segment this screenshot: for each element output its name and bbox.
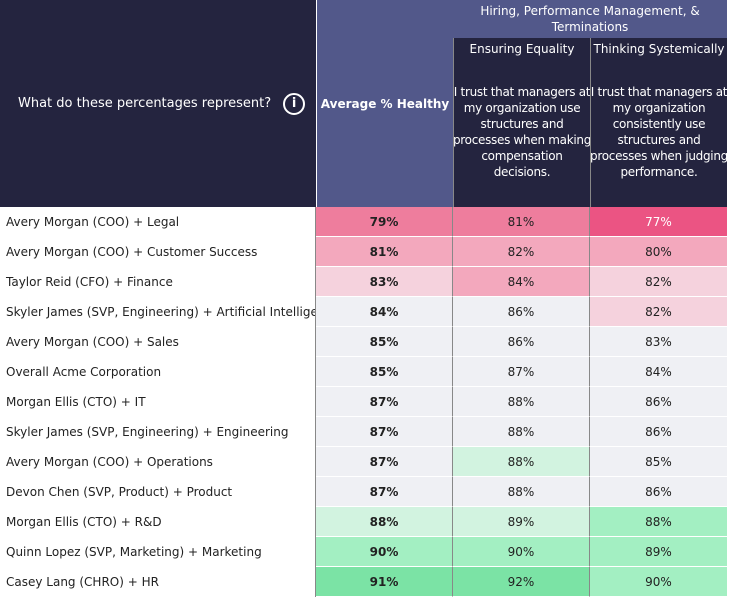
column-description-line: I trust that managers at	[453, 85, 591, 99]
column-description-line: compensation	[481, 149, 563, 163]
average-healthy-header[interactable]: Average % Healthy	[317, 0, 453, 207]
row-label[interactable]: Overall Acme Corporation	[0, 357, 316, 387]
percent-cell[interactable]: 90%	[590, 567, 727, 597]
table-body: Avery Morgan (COO) + Legal 79% 81% 77% Avery…	[0, 207, 730, 597]
group-header: Hiring, Performance Management, & Termin…	[453, 0, 727, 38]
percent-cell[interactable]: 86%	[590, 477, 727, 507]
percent-cell[interactable]: 77%	[590, 207, 727, 237]
column-description-line: processes when judging	[590, 149, 728, 163]
column-title: Thinking Systemically	[593, 42, 725, 56]
row-label[interactable]: Devon Chen (SVP, Product) + Product	[0, 477, 316, 507]
percent-cell[interactable]: 91%	[316, 567, 453, 597]
row-label[interactable]: Avery Morgan (COO) + Customer Success	[0, 237, 316, 267]
percent-cell[interactable]: 90%	[316, 537, 453, 567]
row-label[interactable]: Morgan Ellis (CTO) + IT	[0, 387, 316, 417]
percent-cell[interactable]: 84%	[453, 267, 590, 297]
percent-cell[interactable]: 86%	[453, 327, 590, 357]
column-description-line: consistently use	[612, 117, 706, 131]
percent-cell[interactable]: 81%	[453, 207, 590, 237]
table-row: Skyler James (SVP, Engineering) + Artifi…	[0, 297, 730, 327]
percent-cell[interactable]: 79%	[316, 207, 453, 237]
row-label[interactable]: Avery Morgan (COO) + Operations	[0, 447, 316, 477]
table-row: Casey Lang (CHRO) + HR 91% 92% 90%	[0, 567, 730, 597]
table-row: Skyler James (SVP, Engineering) + Engine…	[0, 417, 730, 447]
percent-cell[interactable]: 80%	[590, 237, 727, 267]
row-label[interactable]: Taylor Reid (CFO) + Finance	[0, 267, 316, 297]
column-description-line: I trust that managers at	[590, 85, 728, 99]
question-header: What do these percentages represent? i	[0, 0, 316, 207]
percent-cell[interactable]: 90%	[453, 537, 590, 567]
column-title: Ensuring Equality	[469, 42, 575, 56]
row-label[interactable]: Skyler James (SVP, Engineering) + Engine…	[0, 417, 316, 447]
percent-cell[interactable]: 85%	[590, 447, 727, 477]
info-circle-icon[interactable]: i	[283, 92, 306, 115]
question-label: What do these percentages represent?	[18, 96, 272, 111]
percent-cell[interactable]: 88%	[453, 447, 590, 477]
row-label[interactable]: Avery Morgan (COO) + Sales	[0, 327, 316, 357]
row-label[interactable]: Skyler James (SVP, Engineering) + Artifi…	[0, 297, 316, 327]
percent-cell[interactable]: 86%	[590, 417, 727, 447]
column-description-line: structures and	[617, 133, 701, 147]
percent-cell[interactable]: 82%	[590, 297, 727, 327]
row-label[interactable]: Casey Lang (CHRO) + HR	[0, 567, 316, 597]
percent-cell[interactable]: 88%	[316, 507, 453, 537]
percent-cell[interactable]: 83%	[316, 267, 453, 297]
percent-cell[interactable]: 85%	[316, 357, 453, 387]
percent-cell[interactable]: 84%	[316, 297, 453, 327]
table-row: Avery Morgan (COO) + Sales 85% 86% 83%	[0, 327, 730, 357]
group-label: Hiring, Performance Management, & Termin…	[480, 4, 700, 34]
percent-cell[interactable]: 83%	[590, 327, 727, 357]
percent-cell[interactable]: 92%	[453, 567, 590, 597]
percent-cell[interactable]: 89%	[453, 507, 590, 537]
row-label[interactable]: Quinn Lopez (SVP, Marketing) + Marketing	[0, 537, 316, 567]
percent-cell[interactable]: 87%	[316, 417, 453, 447]
percent-cell[interactable]: 87%	[453, 357, 590, 387]
column-description-line: my organization	[612, 101, 706, 115]
row-label[interactable]: Avery Morgan (COO) + Legal	[0, 207, 316, 237]
percent-cell[interactable]: 85%	[316, 327, 453, 357]
column-header-ensuring-equality[interactable]: Ensuring Equality I trust that managers a…	[452, 38, 592, 207]
percent-cell[interactable]: 88%	[453, 477, 590, 507]
table-row: Avery Morgan (COO) + Operations 87% 88% 85%	[0, 447, 730, 477]
table-row: Devon Chen (SVP, Product) + Product 87% 88…	[0, 477, 730, 507]
table-row: Taylor Reid (CFO) + Finance 83% 84% 82%	[0, 267, 730, 297]
column-description-line: my organization use	[463, 101, 581, 115]
column-header-thinking-systemically[interactable]: Thinking Systemically I trust that manage…	[590, 38, 728, 207]
table-row: Morgan Ellis (CTO) + IT 87% 88% 86%	[0, 387, 730, 417]
average-healthy-label: Average % Healthy	[320, 96, 450, 111]
percent-cell[interactable]: 88%	[453, 387, 590, 417]
percent-cell[interactable]: 87%	[316, 477, 453, 507]
percent-cell[interactable]: 87%	[316, 447, 453, 477]
table-row: Quinn Lopez (SVP, Marketing) + Marketing…	[0, 537, 730, 567]
column-description-line: performance.	[620, 165, 698, 179]
column-description-line: structures and	[480, 117, 564, 131]
row-label[interactable]: Morgan Ellis (CTO) + R&D	[0, 507, 316, 537]
percent-cell[interactable]: 82%	[590, 267, 727, 297]
table-row: Avery Morgan (COO) + Legal 79% 81% 77%	[0, 207, 730, 237]
percent-cell[interactable]: 86%	[453, 297, 590, 327]
table-row: Overall Acme Corporation 85% 87% 84%	[0, 357, 730, 387]
percent-cell[interactable]: 87%	[316, 387, 453, 417]
column-description-line: processes when making	[452, 133, 592, 147]
table-row: Morgan Ellis (CTO) + R&D 88% 89% 88%	[0, 507, 730, 537]
percent-cell[interactable]: 88%	[453, 417, 590, 447]
percent-cell[interactable]: 86%	[590, 387, 727, 417]
percent-cell[interactable]: 84%	[590, 357, 727, 387]
percent-cell[interactable]: 82%	[453, 237, 590, 267]
percent-cell[interactable]: 89%	[590, 537, 727, 567]
percent-cell[interactable]: 81%	[316, 237, 453, 267]
percent-cell[interactable]: 88%	[590, 507, 727, 537]
column-description-line: decisions.	[493, 165, 551, 179]
table-row: Avery Morgan (COO) + Customer Success 81%…	[0, 237, 730, 267]
